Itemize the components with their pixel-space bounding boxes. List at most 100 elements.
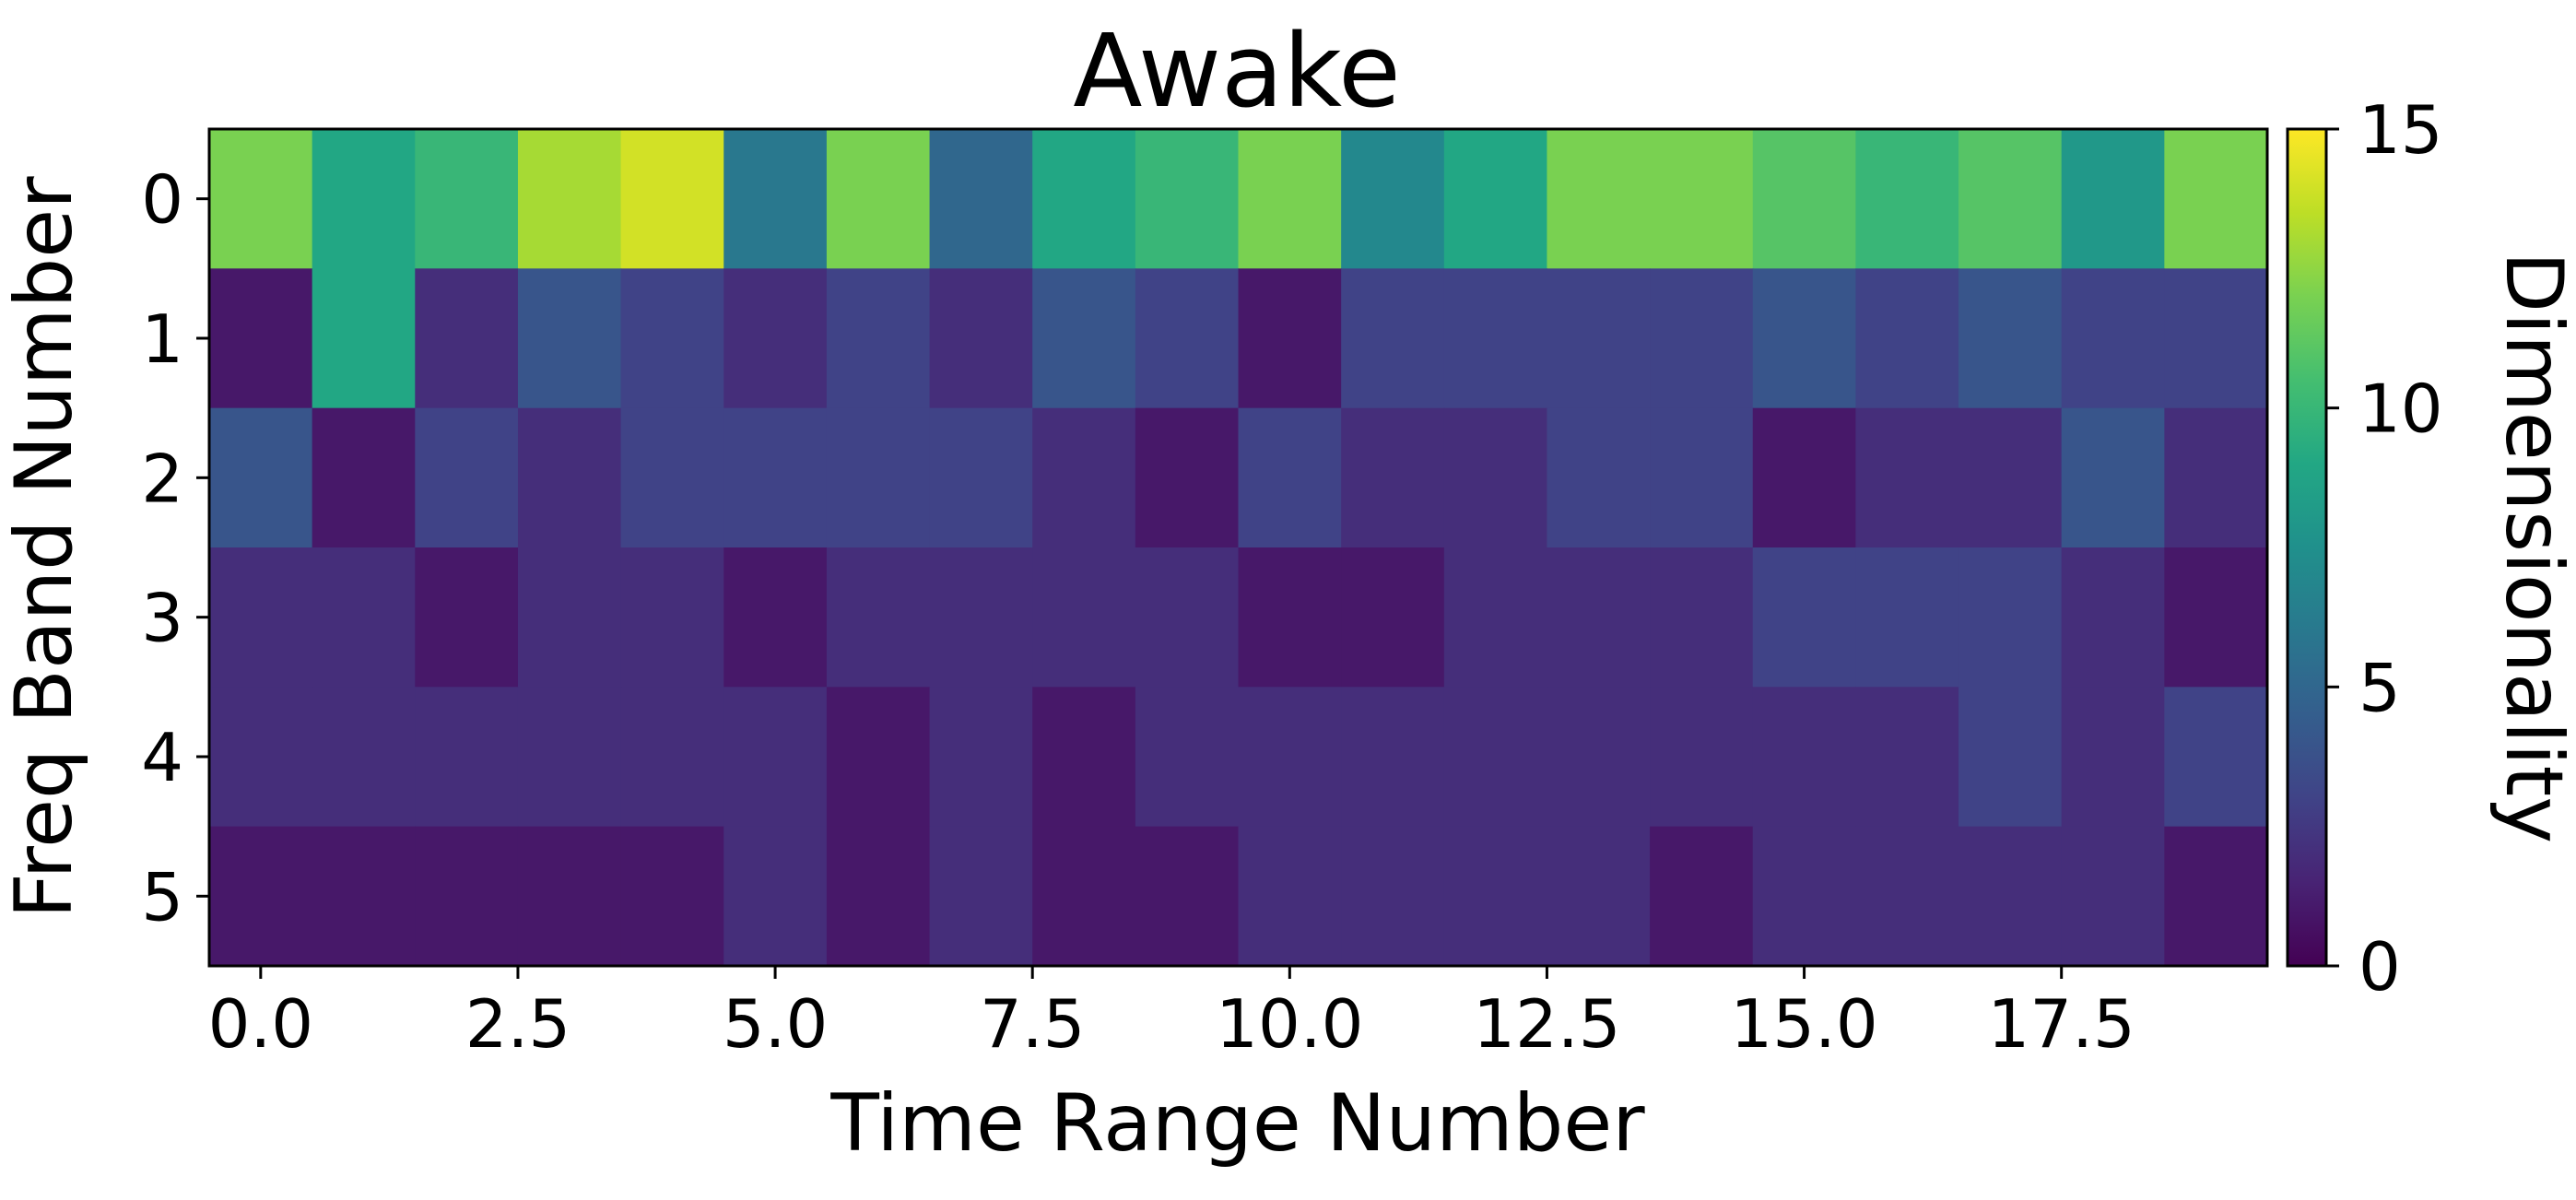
- heatmap-cell: [1855, 407, 1959, 548]
- heatmap-cell: [929, 268, 1033, 409]
- colorbar-label: Dimensionality: [2488, 252, 2576, 843]
- heatmap-cell: [723, 547, 828, 688]
- heatmap-cell: [620, 129, 724, 269]
- heatmap-cell: [1238, 129, 1342, 269]
- heatmap-cell: [312, 687, 416, 828]
- heatmap-cell: [1650, 547, 1754, 688]
- heatmap-cell: [826, 407, 931, 548]
- heatmap-cell: [1547, 687, 1651, 828]
- y-tick-label: 2: [141, 440, 183, 517]
- heatmap-cell: [415, 826, 519, 967]
- heatmap-cell: [1752, 268, 1856, 409]
- heatmap-cell: [2164, 268, 2268, 409]
- heatmap-cell: [2164, 826, 2268, 967]
- heatmap-cell: [312, 547, 416, 688]
- heatmap-cell: [1752, 687, 1856, 828]
- heatmap-cell: [1958, 268, 2063, 409]
- y-tick-label: 0: [141, 161, 183, 239]
- heatmap-cell: [1958, 407, 2063, 548]
- heatmap-cell: [1650, 129, 1754, 269]
- heatmap-cell: [1032, 129, 1136, 269]
- heatmap-cell: [1135, 268, 1240, 409]
- heatmap-cell: [415, 268, 519, 409]
- heatmap-cell: [2061, 547, 2165, 688]
- heatmap-cell: [1855, 547, 1959, 688]
- heatmap-cell: [2061, 687, 2165, 828]
- x-tick-label: 10.0: [1216, 985, 1363, 1063]
- heatmap-cell: [620, 687, 724, 828]
- heatmap-cell: [929, 547, 1033, 688]
- heatmap-cell: [929, 687, 1033, 828]
- x-tick-label: 17.5: [1988, 985, 2135, 1063]
- heatmap-cell: [1238, 547, 1342, 688]
- heatmap-cell: [1341, 687, 1445, 828]
- heatmap-cell: [826, 129, 931, 269]
- x-axis-ticks: 0.0 2.5 5.0 7.5 10.0 12.5 15.0 17.5: [208, 966, 2135, 1063]
- heatmap-cell: [1855, 826, 1959, 967]
- y-tick-label: 5: [141, 858, 183, 935]
- heatmap-cell: [1032, 547, 1136, 688]
- heatmap-cell: [1547, 826, 1651, 967]
- heatmap-cell: [1752, 407, 1856, 548]
- heatmap-cell: [1443, 407, 1548, 548]
- heatmap-cell: [1443, 129, 1548, 269]
- heatmap-cell: [1958, 547, 2063, 688]
- heatmap-cell: [2061, 826, 2165, 967]
- y-tick-label: 3: [141, 580, 183, 657]
- y-axis-label: Freq Band Number: [0, 176, 90, 919]
- x-tick-label: 15.0: [1730, 985, 1877, 1063]
- heatmap-cell: [826, 687, 931, 828]
- heatmap-cell: [312, 407, 416, 548]
- heatmap-cell: [1135, 547, 1240, 688]
- heatmap-cell: [826, 826, 931, 967]
- heatmap-cell: [1032, 407, 1136, 548]
- heatmap-cell: [620, 826, 724, 967]
- heatmap-cell: [312, 129, 416, 269]
- colorbar-tick-label: 0: [2358, 928, 2401, 1006]
- heatmap-cell: [1238, 687, 1342, 828]
- colorbar-tick-label: 10: [2358, 371, 2443, 448]
- x-tick-label: 12.5: [1473, 985, 1620, 1063]
- y-tick-label: 1: [141, 300, 183, 378]
- heatmap-cell: [1547, 129, 1651, 269]
- heatmap-cell: [1855, 268, 1959, 409]
- heatmap-cell: [1547, 547, 1651, 688]
- heatmap-cell: [1341, 268, 1445, 409]
- heatmap-cell: [209, 268, 313, 409]
- heatmap-cell: [1443, 687, 1548, 828]
- heatmap-cell: [723, 129, 828, 269]
- colorbar-tick-label: 15: [2358, 91, 2443, 169]
- heatmap-cell: [1238, 826, 1342, 967]
- heatmap-cell: [2164, 407, 2268, 548]
- heatmap-cell: [415, 547, 519, 688]
- heatmap-cell: [1650, 687, 1754, 828]
- heatmap-cell: [723, 268, 828, 409]
- heatmap-cell: [1238, 407, 1342, 548]
- heatmap-cell: [826, 547, 931, 688]
- heatmap-cell: [1443, 268, 1548, 409]
- heatmap-cell: [209, 129, 313, 269]
- heatmap-cell: [1855, 129, 1959, 269]
- heatmap-cell: [1341, 129, 1445, 269]
- heatmap-cell: [1752, 826, 1856, 967]
- heatmap-cell: [517, 687, 622, 828]
- heatmap-cell: [1032, 687, 1136, 828]
- plot-frame: [207, 127, 2269, 968]
- heatmap-cell: [1032, 268, 1136, 409]
- heatmap-cell: [209, 407, 313, 548]
- heatmap-cell: [1855, 687, 1959, 828]
- heatmap-cell: [929, 407, 1033, 548]
- heatmap-cell: [1547, 407, 1651, 548]
- heatmap-cell: [1547, 268, 1651, 409]
- heatmap-cell: [415, 129, 519, 269]
- heatmap-cell: [312, 826, 416, 967]
- heatmap-cell: [517, 826, 622, 967]
- heatmap-cell: [415, 407, 519, 548]
- heatmap-cell: [209, 547, 313, 688]
- heatmap-cell: [1032, 826, 1136, 967]
- heatmap-cell: [312, 268, 416, 409]
- heatmap-cell: [1341, 407, 1445, 548]
- x-tick-label: 5.0: [723, 985, 829, 1063]
- heatmap-cell: [620, 547, 724, 688]
- heatmap-cell: [1341, 547, 1445, 688]
